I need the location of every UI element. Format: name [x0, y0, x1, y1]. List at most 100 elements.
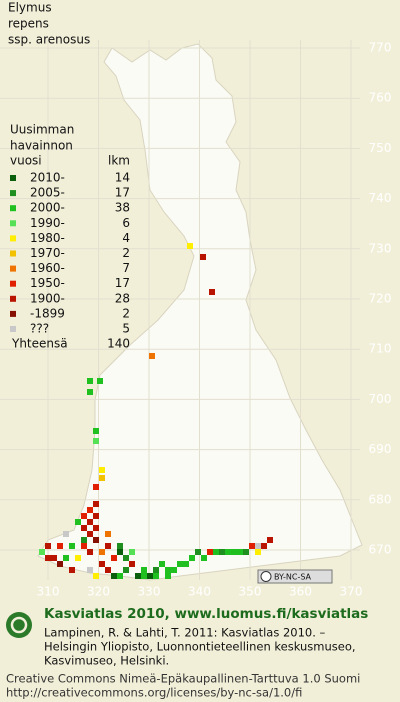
occurrence-square	[63, 531, 69, 537]
occurrence-square	[237, 549, 243, 555]
occurrence-square	[93, 525, 99, 531]
occurrence-square	[93, 438, 99, 444]
occurrence-square	[99, 475, 105, 481]
occurrence-square	[171, 567, 177, 573]
occurrence-square	[93, 501, 99, 507]
occurrence-square	[87, 507, 93, 513]
legend-count: 6	[122, 216, 130, 230]
title-line: repens	[8, 17, 49, 31]
occurrence-square	[99, 561, 105, 567]
occurrence-square	[51, 555, 57, 561]
legend-label: 1980-	[30, 231, 65, 245]
logo-spiral	[10, 616, 28, 634]
license-text: Creative Commons Nimeä-Epäkaupallinen-Ta…	[6, 672, 360, 686]
occurrence-square	[39, 549, 45, 555]
grid-label: 370	[340, 585, 363, 599]
grid-label: 720	[369, 292, 392, 306]
legend-label: 1960-	[30, 261, 65, 275]
occurrence-square	[255, 543, 261, 549]
legend-swatch	[10, 235, 16, 242]
occurrence-square	[165, 573, 171, 579]
grid-label: 770	[369, 41, 392, 55]
legend-swatch	[10, 280, 16, 287]
occurrence-square	[111, 555, 117, 561]
occurrence-square	[189, 555, 195, 561]
legend-swatch	[10, 326, 16, 332]
occurrence-square	[45, 543, 51, 549]
occurrence-square	[213, 549, 219, 555]
occurrence-square	[149, 353, 155, 359]
occurrence-square	[105, 543, 111, 549]
occurrence-square	[153, 573, 159, 579]
occurrence-square	[87, 389, 93, 395]
occurrence-square	[69, 543, 75, 549]
legend-label: 1970-	[30, 246, 65, 260]
occurrence-square	[219, 549, 225, 555]
occurrence-square	[225, 549, 231, 555]
grid-label: 670	[369, 543, 392, 557]
grid-label: 360	[289, 585, 312, 599]
grid-label: 740	[369, 191, 392, 205]
legend-count: 28	[115, 291, 130, 305]
occurrence-square	[165, 567, 171, 573]
occurrence-square	[249, 543, 255, 549]
legend-label: 2000-	[30, 201, 65, 215]
footer-heading: Kasviatlas 2010, www.luomus.fi/kasviatla…	[44, 606, 368, 622]
occurrence-square	[243, 549, 249, 555]
grid-label: 700	[369, 392, 392, 406]
citation: Helsingin Yliopisto, Luonnontieteellinen…	[44, 640, 356, 654]
occurrence-square	[93, 537, 99, 543]
legend-swatch	[10, 250, 16, 257]
legend-label: 1990-	[30, 216, 65, 230]
occurrence-square	[159, 561, 165, 567]
license-badge: BY-NC-SA	[257, 569, 333, 584]
occurrence-square	[153, 567, 159, 573]
cc-icon	[260, 571, 272, 582]
title-line: Elymus	[8, 1, 52, 15]
occurrence-square	[57, 543, 63, 549]
occurrence-square	[117, 549, 123, 555]
occurrence-square	[87, 531, 93, 537]
occurrence-square	[117, 573, 123, 579]
occurrence-square	[195, 549, 201, 555]
total-label: Yhteensä	[11, 337, 68, 351]
legend-swatch	[10, 220, 16, 227]
legend-count: 4	[122, 231, 130, 245]
grid-label: 340	[188, 585, 211, 599]
occurrence-square	[75, 519, 81, 525]
occurrence-square	[177, 561, 183, 567]
occurrence-square	[200, 254, 206, 260]
occurrence-square	[45, 555, 51, 561]
grid-label: 760	[369, 91, 392, 105]
occurrence-square	[87, 567, 93, 573]
grid-label: 730	[369, 241, 392, 255]
occurrence-square	[123, 555, 129, 561]
occurrence-square	[97, 378, 103, 384]
occurrence-square	[81, 513, 87, 519]
occurrence-square	[135, 573, 141, 579]
legend-count: 14	[115, 171, 130, 185]
legend-header: vuosi	[10, 154, 42, 168]
occurrence-square	[123, 567, 129, 573]
legend-count: 7	[122, 261, 130, 275]
occurrence-square	[183, 561, 189, 567]
legend-header: Uusimman	[10, 123, 74, 137]
legend-count: 2	[122, 246, 130, 260]
occurrence-square	[93, 573, 99, 579]
logo	[6, 612, 32, 638]
legend-count: 5	[122, 322, 130, 336]
occurrence-square	[231, 549, 237, 555]
occurrence-square	[93, 513, 99, 519]
occurrence-square	[141, 567, 147, 573]
logo-outer	[6, 612, 32, 638]
occurrence-square	[75, 555, 81, 561]
legend-label: 1900-	[30, 291, 65, 305]
badge-box	[257, 569, 333, 584]
legend-count: 17	[115, 276, 130, 290]
legend-swatch	[10, 265, 16, 272]
grid-label: 320	[87, 585, 110, 599]
occurrence-square	[261, 543, 267, 549]
grid-label: 330	[138, 585, 161, 599]
legend-count: 2	[122, 306, 130, 320]
